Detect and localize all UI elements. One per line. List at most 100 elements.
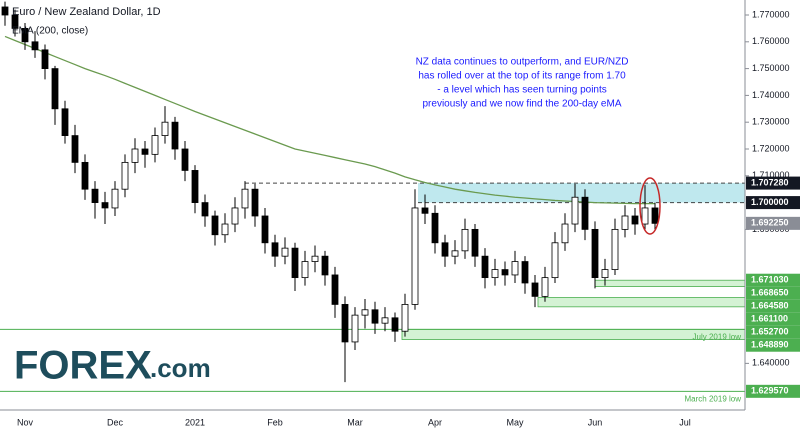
price-label-box <box>746 196 800 210</box>
indicator-label: EMA (200, close) <box>12 26 88 37</box>
level-note: March 2019 low <box>685 394 742 403</box>
price-label: 1.671030 <box>751 275 789 285</box>
price-label: 1.648890 <box>751 340 789 350</box>
candle-body <box>81 161 89 190</box>
annotation: - a level which has seen turning points <box>437 85 607 96</box>
logo-brand: FOREX <box>14 344 152 388</box>
candle-body <box>191 170 199 203</box>
candle-body <box>251 188 259 217</box>
candle-body <box>501 269 509 276</box>
price-label: 1.700000 <box>751 197 789 207</box>
price-label-box <box>746 216 800 230</box>
y-tick-label: 1.770000 <box>752 9 790 19</box>
candle-body <box>631 215 639 225</box>
level-note: July 2019 low <box>693 332 742 341</box>
candle-body <box>581 196 589 230</box>
candle-body <box>161 121 169 136</box>
candle-body <box>241 188 249 209</box>
candle-body <box>91 188 99 203</box>
price-label-box <box>746 286 800 300</box>
price-label-box <box>746 325 800 339</box>
candle-body <box>471 228 479 257</box>
price-label-box <box>746 273 800 287</box>
candle-body <box>521 261 529 284</box>
price-label: 1.652700 <box>751 327 789 337</box>
candle-body <box>571 196 579 225</box>
candle-body <box>231 207 239 225</box>
price-label-box <box>746 338 800 352</box>
price-label-box <box>746 384 800 398</box>
candle-body <box>211 215 219 236</box>
candle-body <box>261 215 269 244</box>
chart-title: Euro / New Zealand Dollar, 1D <box>12 6 161 18</box>
candle-body <box>391 317 399 332</box>
x-tick-label: Feb <box>267 417 283 427</box>
candle-body <box>121 161 129 190</box>
candle-body <box>11 14 19 29</box>
candle-body <box>171 121 179 150</box>
candle-body <box>111 188 119 209</box>
candle-body <box>371 309 379 324</box>
x-tick-label: 2021 <box>185 417 205 427</box>
candle-body <box>361 309 369 316</box>
zone <box>537 297 746 308</box>
y-tick-label: 1.740000 <box>752 90 790 100</box>
logo-suffix: .com <box>150 353 211 383</box>
y-tick-label: 1.760000 <box>752 36 790 46</box>
candle-body <box>541 277 549 297</box>
candle-body <box>531 282 539 297</box>
candle-body <box>461 228 469 252</box>
annotation: previously and we now find the 200-day e… <box>422 99 621 110</box>
candle-body <box>201 202 209 217</box>
candle-body <box>221 223 229 236</box>
candle-body <box>131 148 139 163</box>
candle-body <box>311 255 319 262</box>
candle-body <box>601 269 609 279</box>
candle-body <box>321 255 329 276</box>
ema-line <box>4 35 655 205</box>
candle-body <box>51 68 59 110</box>
y-tick-label: 1.750000 <box>752 63 790 73</box>
x-tick-label: Jun <box>588 417 603 427</box>
plot-layer <box>0 1 746 392</box>
zone <box>418 183 745 203</box>
price-label: 1.629570 <box>751 386 789 396</box>
candle-body <box>21 28 29 43</box>
price-label: 1.661100 <box>751 314 788 324</box>
x-tick-label: Jul <box>679 417 691 427</box>
candle-body <box>351 314 359 343</box>
candle-body <box>551 242 559 279</box>
price-label: 1.692250 <box>751 218 789 228</box>
candle-body <box>41 49 49 70</box>
x-tick-label: May <box>506 417 524 427</box>
y-tick-label: 1.640000 <box>752 358 790 368</box>
candle-body <box>151 135 159 155</box>
candle-body <box>181 148 189 171</box>
y-tick-label: 1.720000 <box>752 143 790 153</box>
annotation: NZ data continues to outperform, and EUR… <box>416 57 629 68</box>
candle-body <box>331 274 339 305</box>
x-tick-label: Apr <box>428 417 442 427</box>
price-label: 1.668650 <box>751 288 789 298</box>
highlight-ellipse <box>639 177 661 235</box>
candle-body <box>441 242 449 257</box>
candle-body <box>611 228 619 270</box>
candle-body <box>481 255 489 279</box>
candle-body <box>421 207 429 214</box>
price-label-box <box>746 299 800 313</box>
candle-body <box>271 242 279 257</box>
zone <box>594 279 746 287</box>
x-tick-label: Dec <box>107 417 124 427</box>
candle-body <box>31 41 39 51</box>
candle-body <box>621 215 629 230</box>
x-tick-label: Mar <box>347 417 363 427</box>
candle-body <box>401 304 409 332</box>
candle-body <box>451 250 459 257</box>
y-tick-label: 1.710000 <box>752 170 790 180</box>
candle-body <box>141 148 149 155</box>
candle-body <box>61 108 69 136</box>
candle-body <box>291 247 299 279</box>
price-label-box <box>746 312 800 326</box>
